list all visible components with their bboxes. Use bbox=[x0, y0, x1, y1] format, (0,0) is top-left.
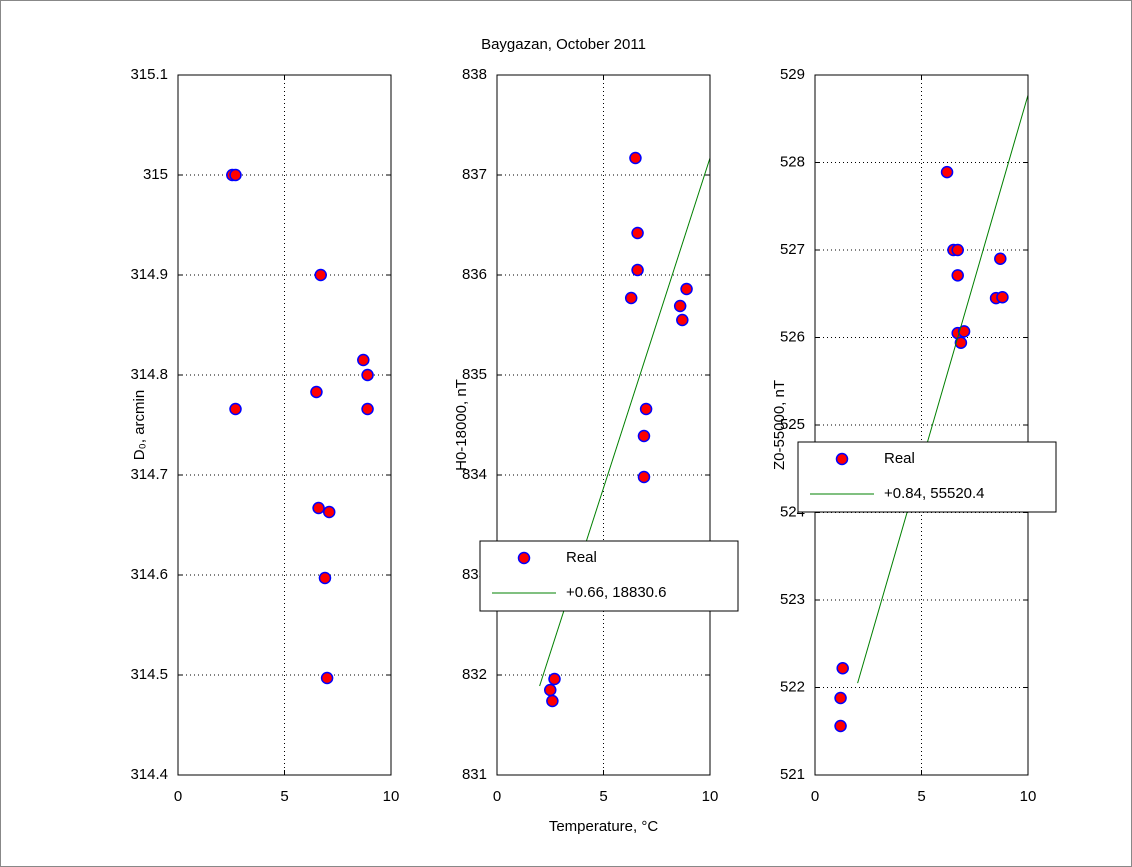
data-point bbox=[676, 313, 689, 327]
y-tick-label: 523 bbox=[780, 591, 805, 608]
y-tick-label: 526 bbox=[780, 328, 805, 345]
legend-marker bbox=[835, 452, 849, 466]
x-tick-label: 0 bbox=[174, 788, 182, 805]
data-point bbox=[957, 325, 971, 338]
x-tick-label: 5 bbox=[917, 788, 925, 805]
x-axis-label: Temperature, °C bbox=[549, 818, 659, 835]
data-point bbox=[229, 402, 242, 416]
y-tick-label: 522 bbox=[780, 678, 805, 695]
legend-label: Real bbox=[566, 549, 597, 566]
legend-marker bbox=[517, 551, 531, 565]
data-point bbox=[361, 368, 374, 382]
y-tick-label: 832 bbox=[462, 666, 487, 683]
data-point bbox=[631, 226, 644, 240]
data-point bbox=[834, 719, 847, 733]
data-point bbox=[834, 691, 847, 705]
y-tick-label: 525 bbox=[780, 416, 805, 433]
y-tick-label: 835 bbox=[462, 366, 487, 383]
y-tick-label: 831 bbox=[462, 766, 487, 783]
data-point bbox=[318, 571, 332, 585]
data-point bbox=[544, 683, 557, 697]
data-point bbox=[673, 299, 687, 313]
data-point bbox=[357, 353, 370, 367]
data-point bbox=[637, 429, 651, 443]
data-point bbox=[639, 402, 653, 416]
data-point bbox=[994, 252, 1007, 265]
y-tick-label: 314.5 bbox=[130, 666, 168, 683]
data-point bbox=[996, 291, 1009, 304]
y-tick-label: 314.7 bbox=[130, 466, 168, 483]
y-tick-label: 527 bbox=[780, 241, 805, 258]
x-tick-label: 5 bbox=[280, 788, 288, 805]
x-tick-label: 0 bbox=[493, 788, 501, 805]
data-point bbox=[951, 269, 964, 282]
y-tick-label: 528 bbox=[780, 153, 805, 170]
data-point bbox=[940, 165, 954, 179]
legend-label: Real bbox=[884, 450, 915, 467]
y-tick-label: 314.6 bbox=[130, 566, 168, 583]
data-point bbox=[312, 501, 325, 515]
data-point bbox=[548, 672, 561, 686]
y-tick-label: 834 bbox=[462, 466, 487, 483]
data-point bbox=[320, 671, 334, 685]
fit-line bbox=[857, 94, 1029, 684]
data-point bbox=[680, 282, 693, 296]
y-tick-label: 314.9 bbox=[130, 266, 168, 283]
data-point bbox=[361, 402, 374, 416]
data-point bbox=[546, 694, 559, 708]
axes-box bbox=[814, 74, 1029, 776]
x-tick-label: 5 bbox=[599, 788, 607, 805]
y-tick-label: 837 bbox=[462, 166, 487, 183]
y-tick-label: 315 bbox=[143, 166, 168, 183]
y-tick-label: 838 bbox=[462, 66, 487, 83]
data-point bbox=[322, 505, 336, 519]
y-axis-label: D₀, arcmin bbox=[131, 390, 148, 460]
data-point bbox=[629, 151, 642, 165]
x-tick-label: 10 bbox=[702, 788, 719, 805]
axes-box bbox=[496, 74, 711, 776]
y-axis-label: Z0-55000, nT bbox=[771, 380, 788, 470]
data-point bbox=[836, 662, 849, 675]
x-tick-label: 10 bbox=[1020, 788, 1037, 805]
chart-title: Baygazan, October 2011 bbox=[481, 36, 646, 53]
y-tick-label: 314.4 bbox=[130, 766, 168, 783]
y-tick-label: 836 bbox=[462, 266, 487, 283]
data-point bbox=[954, 336, 968, 349]
y-axis-label: H0-18000, nT bbox=[453, 379, 470, 471]
x-tick-label: 10 bbox=[383, 788, 400, 805]
y-tick-label: 315.1 bbox=[130, 66, 168, 83]
data-point bbox=[310, 385, 323, 399]
y-tick-label: 529 bbox=[780, 66, 805, 83]
data-point bbox=[624, 291, 638, 305]
y-tick-label: 521 bbox=[780, 766, 805, 783]
data-point bbox=[229, 168, 242, 182]
x-tick-label: 0 bbox=[811, 788, 819, 805]
data-point bbox=[314, 268, 327, 282]
data-point bbox=[631, 263, 644, 277]
axes-box bbox=[177, 74, 392, 776]
legend-label: +0.84, 55520.4 bbox=[884, 485, 985, 502]
data-point bbox=[951, 243, 964, 257]
data-point bbox=[637, 470, 651, 484]
legend-label: +0.66, 18830.6 bbox=[566, 584, 667, 601]
y-tick-label: 314.8 bbox=[130, 366, 168, 383]
